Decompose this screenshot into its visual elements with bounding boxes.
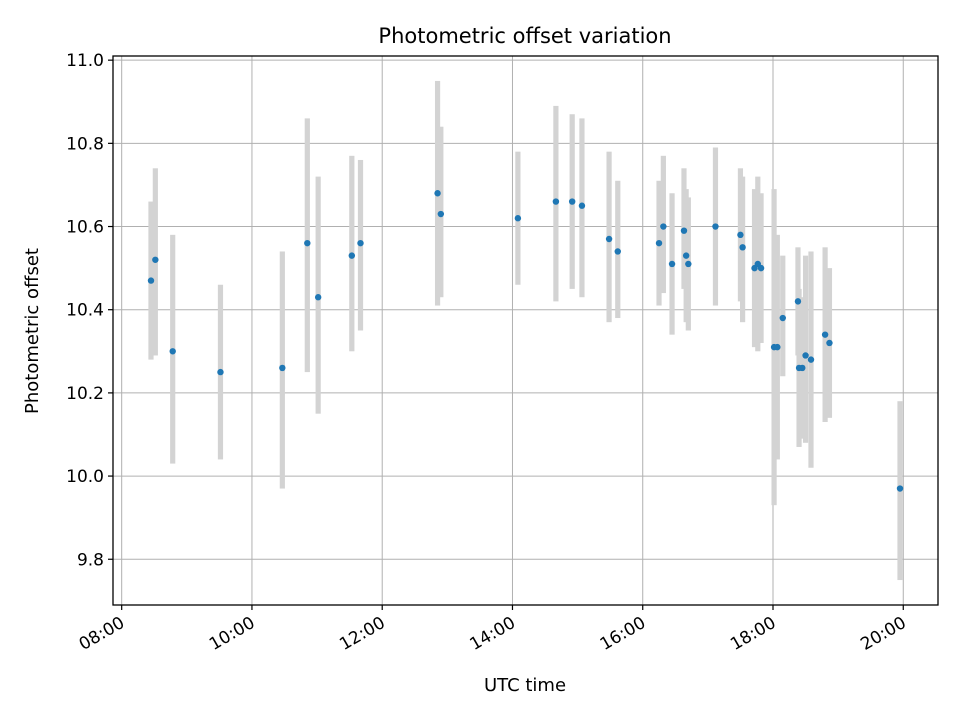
data-point <box>826 339 833 347</box>
data-point <box>605 235 613 243</box>
data-point <box>514 215 522 222</box>
data-point <box>821 331 829 338</box>
data-point <box>357 239 364 247</box>
data-point <box>794 298 802 305</box>
data-point <box>314 294 322 301</box>
data-point <box>169 348 176 355</box>
y-tick-label: 9.8 <box>77 550 104 570</box>
data-point <box>147 277 155 284</box>
data-point <box>279 364 286 372</box>
data-point <box>739 244 746 251</box>
data-point <box>660 223 667 230</box>
y-tick-label: 10.0 <box>66 467 104 487</box>
data-point <box>680 227 688 234</box>
data-point <box>152 256 159 263</box>
data-point <box>578 202 586 209</box>
y-axis-ticks: 9.8 10.0 10.2 10.4 10.6 10.8 11.0 <box>66 51 113 570</box>
data-point <box>655 239 663 247</box>
data-point <box>434 190 441 197</box>
y-tick-label: 11.0 <box>66 51 104 71</box>
data-point <box>668 260 676 268</box>
data-point <box>807 356 815 363</box>
data-points <box>147 190 904 492</box>
y-tick-label: 10.8 <box>66 134 104 154</box>
data-point <box>757 264 765 272</box>
y-tick-label: 10.4 <box>66 301 104 321</box>
data-point <box>348 252 356 259</box>
data-point <box>437 210 445 218</box>
data-point <box>896 485 904 492</box>
y-tick-label: 10.6 <box>66 218 104 238</box>
data-point <box>682 252 690 259</box>
data-point <box>552 198 560 205</box>
data-point <box>799 364 806 372</box>
data-point <box>614 248 621 255</box>
data-point <box>217 368 224 376</box>
data-point <box>802 352 809 359</box>
chart-title: Photometric offset variation <box>378 24 671 48</box>
data-point <box>779 314 786 322</box>
plot-frame <box>112 55 939 606</box>
x-axis-title: UTC time <box>484 675 566 696</box>
data-point <box>737 231 744 239</box>
data-point <box>304 239 311 247</box>
data-point <box>685 260 692 268</box>
data-point <box>774 343 781 351</box>
error-bar <box>802 255 809 443</box>
y-axis-title: Photometric offset <box>22 248 43 414</box>
y-tick-label: 10.2 <box>66 384 104 404</box>
data-point <box>568 198 576 205</box>
data-point <box>712 223 719 230</box>
